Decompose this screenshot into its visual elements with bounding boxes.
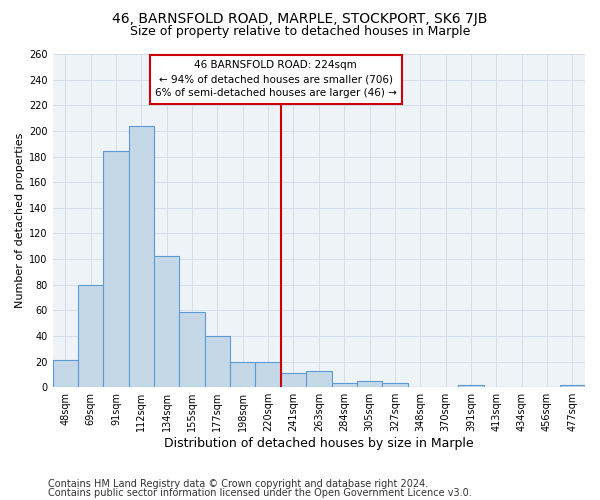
Bar bbox=[179, 312, 205, 387]
Y-axis label: Number of detached properties: Number of detached properties bbox=[15, 133, 25, 308]
Text: Size of property relative to detached houses in Marple: Size of property relative to detached ho… bbox=[130, 25, 470, 38]
Bar bbox=[230, 362, 256, 387]
Bar bbox=[281, 373, 306, 387]
X-axis label: Distribution of detached houses by size in Marple: Distribution of detached houses by size … bbox=[164, 437, 473, 450]
Bar bbox=[458, 384, 484, 387]
Text: Contains HM Land Registry data © Crown copyright and database right 2024.: Contains HM Land Registry data © Crown c… bbox=[48, 479, 428, 489]
Bar bbox=[306, 370, 332, 387]
Bar bbox=[78, 284, 103, 387]
Bar bbox=[129, 126, 154, 387]
Bar bbox=[560, 384, 585, 387]
Bar bbox=[205, 336, 230, 387]
Text: 46 BARNSFOLD ROAD: 224sqm
← 94% of detached houses are smaller (706)
6% of semi-: 46 BARNSFOLD ROAD: 224sqm ← 94% of detac… bbox=[155, 60, 397, 98]
Bar bbox=[103, 152, 129, 387]
Bar bbox=[382, 384, 407, 387]
Bar bbox=[357, 381, 382, 387]
Bar bbox=[53, 360, 78, 387]
Bar bbox=[256, 362, 281, 387]
Bar bbox=[154, 256, 179, 387]
Text: 46, BARNSFOLD ROAD, MARPLE, STOCKPORT, SK6 7JB: 46, BARNSFOLD ROAD, MARPLE, STOCKPORT, S… bbox=[112, 12, 488, 26]
Text: Contains public sector information licensed under the Open Government Licence v3: Contains public sector information licen… bbox=[48, 488, 472, 498]
Bar bbox=[332, 384, 357, 387]
